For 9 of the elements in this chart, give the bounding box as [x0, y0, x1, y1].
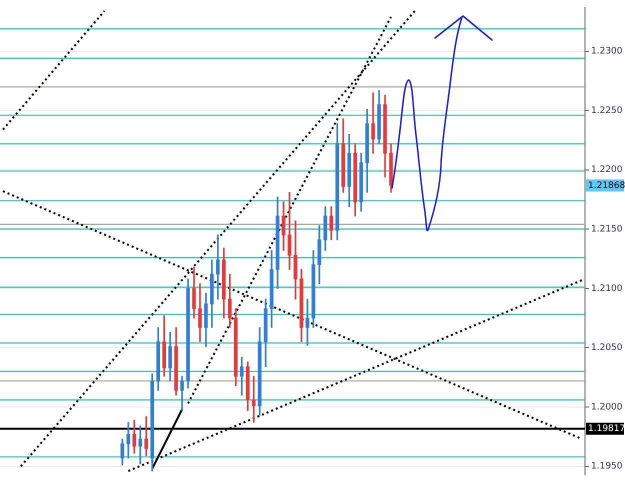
- y-tick-label: 1.2300: [591, 46, 623, 57]
- y-tick-label: 1.2050: [591, 343, 623, 354]
- y-tick-label: 1.1950: [591, 462, 623, 472]
- ref-line-label: 1.19817: [588, 424, 625, 434]
- y-tick-label: 1.2150: [591, 224, 623, 234]
- y-tick-label: 1.2250: [591, 106, 623, 116]
- y-tick-label: 1.2100: [591, 284, 623, 294]
- y-tick-label: 1.2200: [591, 165, 623, 176]
- y-tick-label: 1.2000: [591, 402, 623, 412]
